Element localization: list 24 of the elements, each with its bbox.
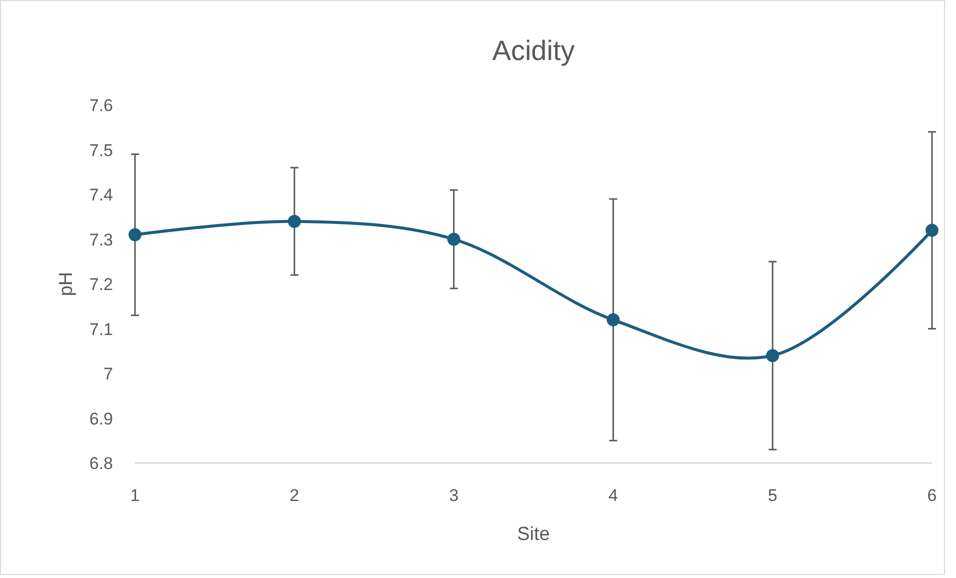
point: [128, 228, 142, 242]
y-tick-label: 7: [104, 364, 113, 384]
y-tick-label: 7.1: [89, 320, 113, 339]
point: [606, 313, 620, 326]
y-axis-title: pH: [56, 272, 77, 296]
x-tick-label: 1: [130, 486, 140, 505]
point: [447, 232, 460, 246]
x-tick-label: 4: [608, 486, 618, 505]
point: [926, 224, 938, 237]
y-tick-label: 7.5: [89, 140, 113, 160]
x-tick-label: 3: [449, 486, 459, 505]
x-tick-label: 2: [290, 486, 300, 505]
x-tick-label: 6: [927, 486, 937, 505]
point: [766, 349, 780, 362]
x-tick-label: 5: [768, 486, 778, 505]
chart-title: Acidity: [492, 35, 575, 66]
y-tick-label: 7.2: [89, 275, 113, 294]
y-tick-label: 7.4: [89, 186, 113, 204]
y-tick-label: 6.8: [89, 454, 113, 473]
y-tick-label: 6.9: [89, 409, 113, 428]
point: [288, 214, 301, 228]
x-axis-title: Site: [517, 524, 550, 545]
y-tick-label: 7.3: [89, 230, 113, 250]
y-tick-label: 7.6: [89, 96, 113, 115]
